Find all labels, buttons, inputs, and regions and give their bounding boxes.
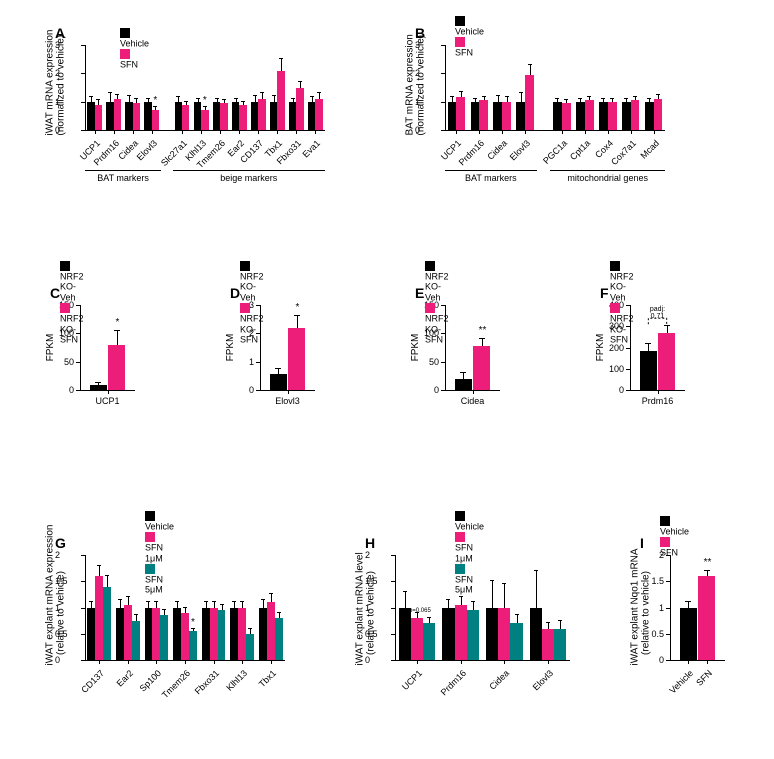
legend: NRF2 KO-VehNRF2 KO-SFN [60, 260, 84, 345]
bar [473, 346, 490, 390]
bar [108, 345, 125, 390]
bar [315, 99, 322, 130]
legend: NRF2 KO-VehNRF2 KO-SFN [610, 260, 634, 345]
bar [698, 576, 715, 660]
bar [288, 328, 305, 390]
legend: VehicleSFN 1μMSFN 5μM [455, 510, 484, 595]
bar [654, 99, 663, 130]
legend: VehicleSFN [120, 27, 149, 70]
legend: VehicleSFN 1μMSFN 5μM [145, 510, 174, 595]
legend: VehicleSFN [660, 515, 689, 558]
legend: VehicleSFN [455, 15, 484, 58]
legend: NRF2 KO-VehNRF2 KO-SFN [240, 260, 264, 345]
bar [554, 629, 566, 661]
legend: NRF2 KO-VehNRF2 KO-SFN [425, 260, 449, 345]
bar [275, 618, 283, 660]
